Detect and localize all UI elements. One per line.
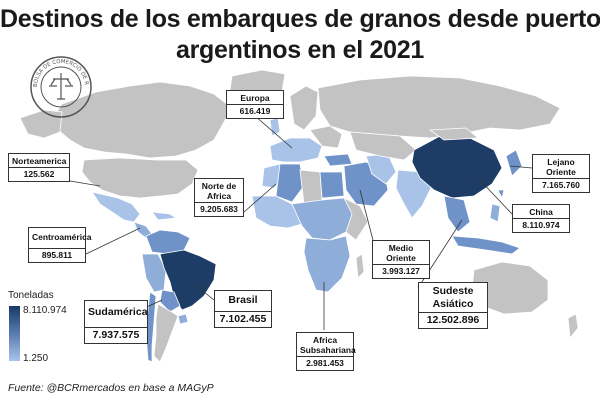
- region-box-africa-subsahariana: Africa Subsahariana 2.981.453: [296, 332, 356, 371]
- map-southern-africa: [303, 235, 351, 293]
- map-central-asia: [349, 131, 417, 161]
- region-label-lejano-oriente-line1: Lejano: [547, 157, 575, 167]
- map-turkey: [323, 153, 353, 167]
- map-east-africa: [343, 197, 369, 241]
- map-mongolia: [428, 127, 480, 141]
- region-label-norteamerica: Norteamerica: [12, 156, 67, 166]
- region-label-sudeste-asiatico-line2: Asiático: [432, 298, 474, 310]
- region-label-norte-africa: Norte de Africa: [195, 179, 243, 202]
- map-madagascar: [355, 253, 365, 279]
- region-label-sudeste-asiatico: Sudeste Asiático: [419, 283, 487, 312]
- region-box-norte-africa: Norte de Africa 9.205.683: [194, 178, 244, 217]
- region-label-medio-oriente: Medio Oriente: [373, 241, 429, 264]
- map-bolivia-paraguay: [159, 289, 181, 313]
- map-uruguay: [177, 313, 189, 325]
- region-box-centroamerica: Centroamérica 895.811: [28, 227, 92, 263]
- map-philippines: [489, 203, 501, 223]
- region-label-china: China: [529, 207, 553, 217]
- region-value-lejano-oriente: 7.165.760: [533, 178, 589, 192]
- region-box-china: China 8.110.974: [512, 204, 570, 233]
- region-label-africa-subsahariana-line2: Subsahariana: [300, 345, 356, 355]
- map-usa: [81, 157, 199, 199]
- region-value-sudamerica: 7.937.575: [85, 327, 147, 343]
- region-value-norteamerica: 125.562: [9, 167, 69, 181]
- region-value-centroamerica: 895.811: [29, 248, 85, 262]
- map-russia: [317, 75, 561, 139]
- map-title-line1: Destinos de los embarques de granos desd…: [0, 5, 600, 33]
- legend-min-value: 1.250: [23, 353, 49, 364]
- region-label-brasil: Brasil: [228, 294, 258, 306]
- region-value-norte-africa: 9.205.683: [195, 202, 243, 216]
- region-value-china: 8.110.974: [513, 218, 569, 232]
- map-indonesia: [451, 235, 521, 255]
- map-taiwan: [497, 189, 505, 200]
- map-central-africa: [291, 197, 355, 241]
- map-canada: [53, 81, 233, 159]
- region-value-sudeste-asiatico: 12.502.896: [419, 312, 487, 328]
- region-box-norteamerica: Norteamerica 125.562: [8, 153, 70, 182]
- region-value-brasil: 7.102.455: [215, 311, 271, 327]
- map-colombia-venezuela: [145, 229, 191, 255]
- region-value-medio-oriente: 3.993.127: [373, 264, 429, 278]
- legend-max-value: 8.110.974: [23, 305, 67, 316]
- map-alaska: [19, 109, 63, 139]
- source-note: Fuente: @BCRmercados en base a MAGyP: [8, 382, 214, 394]
- map-egypt: [319, 171, 345, 199]
- map-libya: [299, 169, 323, 205]
- region-label-centroamerica: Centroamérica: [32, 232, 92, 242]
- region-label-sudeste-asiatico-line1: Sudeste: [432, 285, 474, 297]
- map-argentina: [153, 303, 179, 363]
- region-label-medio-oriente-line2: Oriente: [386, 253, 416, 263]
- region-label-lejano-oriente: Lejano Oriente: [533, 155, 589, 178]
- region-label-norte-africa-line1: Norte de: [201, 181, 237, 191]
- map-korea-japan: [505, 149, 523, 177]
- map-algeria: [275, 163, 305, 203]
- map-title: Destinos de los embarques de granos desd…: [0, 4, 600, 66]
- legend-title: Toneladas: [8, 290, 54, 301]
- region-label-europa: Europa: [240, 93, 270, 103]
- region-value-africa-subsahariana: 2.981.453: [297, 356, 353, 370]
- region-label-africa-subsahariana-line1: Africa: [312, 335, 338, 345]
- map-southeast-asia: [443, 195, 471, 233]
- region-label-norte-africa-line2: Africa: [206, 191, 232, 201]
- map-title-line2: argentinos en el 2021: [176, 36, 424, 64]
- region-box-sudamerica: Sudamérica 7.937.575: [84, 300, 148, 344]
- region-box-lejano-oriente: Lejano Oriente 7.165.760: [532, 154, 590, 193]
- region-label-lejano-oriente-line2: Oriente: [546, 167, 576, 177]
- map-europe-west: [269, 137, 323, 163]
- region-box-sudeste-asiatico: Sudeste Asiático 12.502.896: [418, 282, 488, 329]
- map-europe-east: [309, 125, 343, 149]
- map-caribbean: [151, 211, 178, 221]
- region-box-medio-oriente: Medio Oriente 3.993.127: [372, 240, 430, 279]
- region-label-medio-oriente-line1: Medio: [388, 243, 414, 253]
- map-new-zealand: [567, 313, 579, 340]
- region-box-brasil: Brasil 7.102.455: [214, 290, 272, 328]
- bcr-seal-logo: BOLSA DE COMERCIO DE ROSARIO: [29, 55, 92, 118]
- legend-color-bar: [9, 306, 20, 361]
- region-label-sudamerica: Sudamérica: [88, 306, 148, 318]
- region-box-europa: Europa 616.419: [226, 90, 284, 119]
- region-label-africa-subsahariana: Africa Subsahariana: [297, 333, 356, 356]
- region-value-europa: 616.419: [227, 104, 283, 118]
- map-scandinavia: [289, 85, 319, 131]
